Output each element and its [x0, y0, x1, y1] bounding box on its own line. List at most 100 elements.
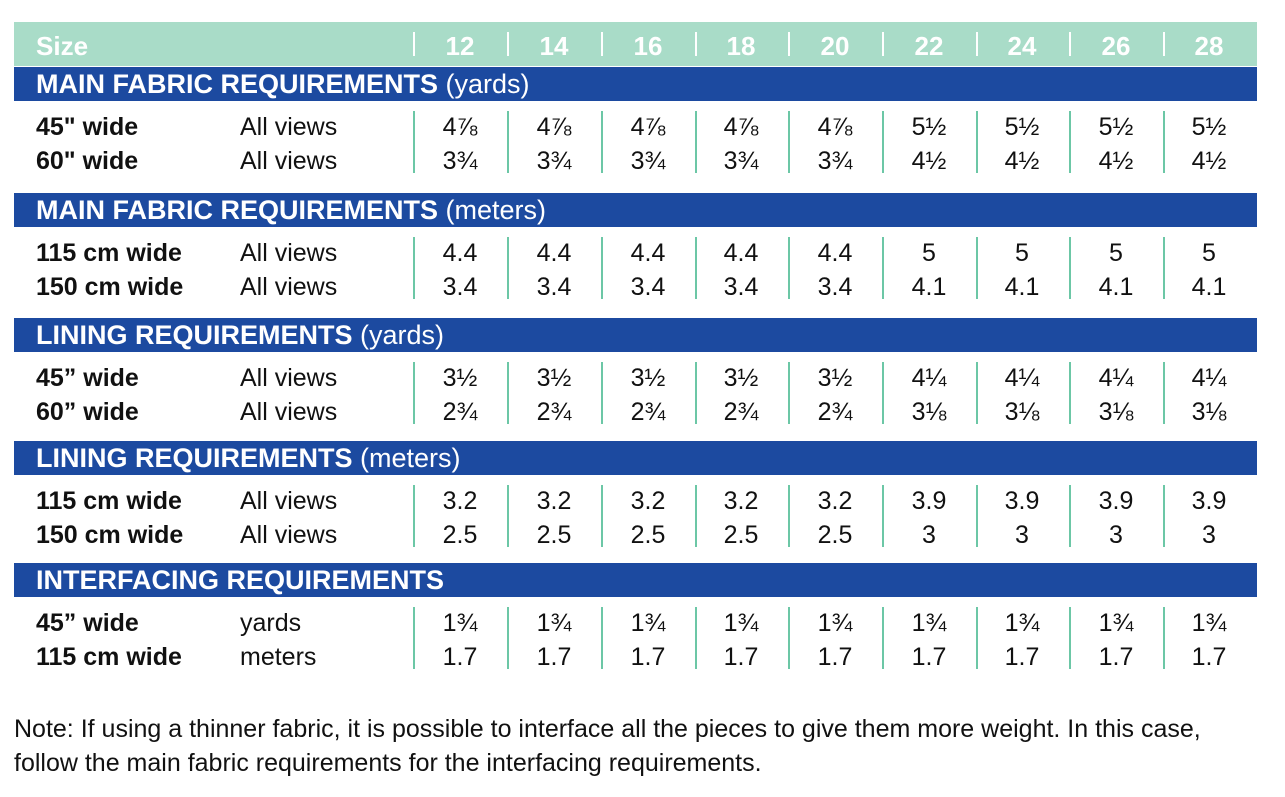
column-separator: [601, 111, 603, 173]
table-cell: 1¾: [1098, 609, 1134, 637]
row-description: yards: [240, 609, 302, 637]
table-cell: 3½: [817, 364, 853, 392]
column-separator: [695, 607, 697, 669]
size-header-label: Size: [36, 31, 89, 61]
column-separator: [976, 237, 978, 299]
table-cell: 3½: [723, 364, 759, 392]
table-cell: 3.4: [536, 273, 572, 301]
row-label: 150 cm wide: [36, 521, 184, 549]
table-cell: 3.4: [723, 273, 759, 301]
row-label: 45" wide: [36, 113, 139, 141]
size-header-value: 26: [1101, 31, 1131, 61]
column-separator: [1163, 485, 1165, 547]
table-cell: 4½: [1004, 147, 1040, 175]
row-description: All views: [240, 398, 338, 426]
column-separator: [882, 111, 884, 173]
row-description: All views: [240, 364, 338, 392]
row-label: 115 cm wide: [36, 643, 182, 671]
table-cell: 4¼: [1098, 364, 1134, 392]
table-cell: 3½: [442, 364, 478, 392]
row-description: All views: [240, 239, 338, 267]
size-header-separator: [1163, 32, 1165, 56]
table-cell: 3¾: [723, 147, 759, 175]
column-separator: [882, 485, 884, 547]
row-label: 45” wide: [36, 609, 139, 637]
row-label: 60" wide: [36, 147, 139, 175]
table-cell: 1.7: [1191, 643, 1227, 671]
column-separator: [976, 485, 978, 547]
table-cell: 1.7: [911, 643, 947, 671]
column-separator: [1069, 362, 1071, 424]
table-cell: 3¾: [442, 147, 478, 175]
table-cell: 4½: [1191, 147, 1227, 175]
section-title: MAIN FABRIC REQUIREMENTS (meters): [36, 193, 546, 227]
table-cell: 3.9: [911, 487, 947, 515]
size-header-value: 12: [445, 31, 475, 61]
table-cell: 5½: [1191, 113, 1227, 141]
table-cell: 1.7: [1098, 643, 1134, 671]
row-label: 60” wide: [36, 398, 139, 426]
table-cell: 4⅞: [536, 113, 572, 141]
table-cell: 3.9: [1098, 487, 1134, 515]
column-separator: [1163, 607, 1165, 669]
section-title-unit: (yards): [360, 320, 445, 350]
size-header-bar: [14, 22, 1257, 66]
table-cell: 1¾: [536, 609, 572, 637]
column-separator: [413, 237, 415, 299]
size-header-separator: [507, 32, 509, 56]
table-cell: 1¾: [1004, 609, 1040, 637]
size-header-separator: [695, 32, 697, 56]
row-description: All views: [240, 521, 338, 549]
table-cell: 3¾: [630, 147, 666, 175]
table-cell: 3: [1015, 521, 1029, 549]
table-cell: 3½: [536, 364, 572, 392]
row-label: 150 cm wide: [36, 273, 184, 301]
section-title: LINING REQUIREMENTS (meters): [36, 441, 461, 475]
table-cell: 3.2: [723, 487, 759, 515]
table-cell: 2¾: [817, 398, 853, 426]
table-cell: 4⅞: [442, 113, 478, 141]
column-separator: [601, 485, 603, 547]
table-cell: 4⅞: [723, 113, 759, 141]
table-cell: 5: [1109, 239, 1123, 267]
table-cell: 4.1: [1191, 273, 1227, 301]
table-cell: 1.7: [630, 643, 666, 671]
column-separator: [1069, 237, 1071, 299]
note-text: Note: If using a thinner fabric, it is p…: [14, 715, 1201, 777]
row-description: All views: [240, 487, 338, 515]
row-description: meters: [240, 643, 317, 671]
table-cell: 1¾: [1191, 609, 1227, 637]
table-cell: 3.4: [630, 273, 666, 301]
table-cell: 5½: [1004, 113, 1040, 141]
table-cell: 1.7: [442, 643, 478, 671]
table-cell: 2.5: [723, 521, 759, 549]
column-separator: [507, 607, 509, 669]
table-cell: 1.7: [1004, 643, 1040, 671]
column-separator: [976, 111, 978, 173]
table-cell: 2¾: [630, 398, 666, 426]
table-cell: 3¾: [817, 147, 853, 175]
column-separator: [507, 362, 509, 424]
table-cell: 2¾: [442, 398, 478, 426]
table-cell: 1.7: [536, 643, 572, 671]
column-separator: [601, 607, 603, 669]
table-cell: 3.4: [442, 273, 478, 301]
column-separator: [1163, 111, 1165, 173]
table-cell: 4½: [1098, 147, 1134, 175]
column-separator: [976, 607, 978, 669]
column-separator: [413, 111, 415, 173]
table-cell: 2.5: [817, 521, 853, 549]
section-title: LINING REQUIREMENTS (yards): [36, 318, 444, 352]
size-header-separator: [601, 32, 603, 56]
table-cell: 5½: [911, 113, 947, 141]
column-separator: [882, 607, 884, 669]
size-header-value: 18: [726, 31, 756, 61]
table-cell: 5: [1015, 239, 1029, 267]
table-cell: 3⅛: [911, 398, 947, 426]
table-cell: 3¾: [536, 147, 572, 175]
size-header-value: 20: [820, 31, 850, 61]
section-bar: [14, 318, 1257, 352]
size-header-value: 14: [539, 31, 569, 61]
table-cell: 4.4: [817, 239, 853, 267]
section-title-unit: (meters): [445, 195, 547, 225]
